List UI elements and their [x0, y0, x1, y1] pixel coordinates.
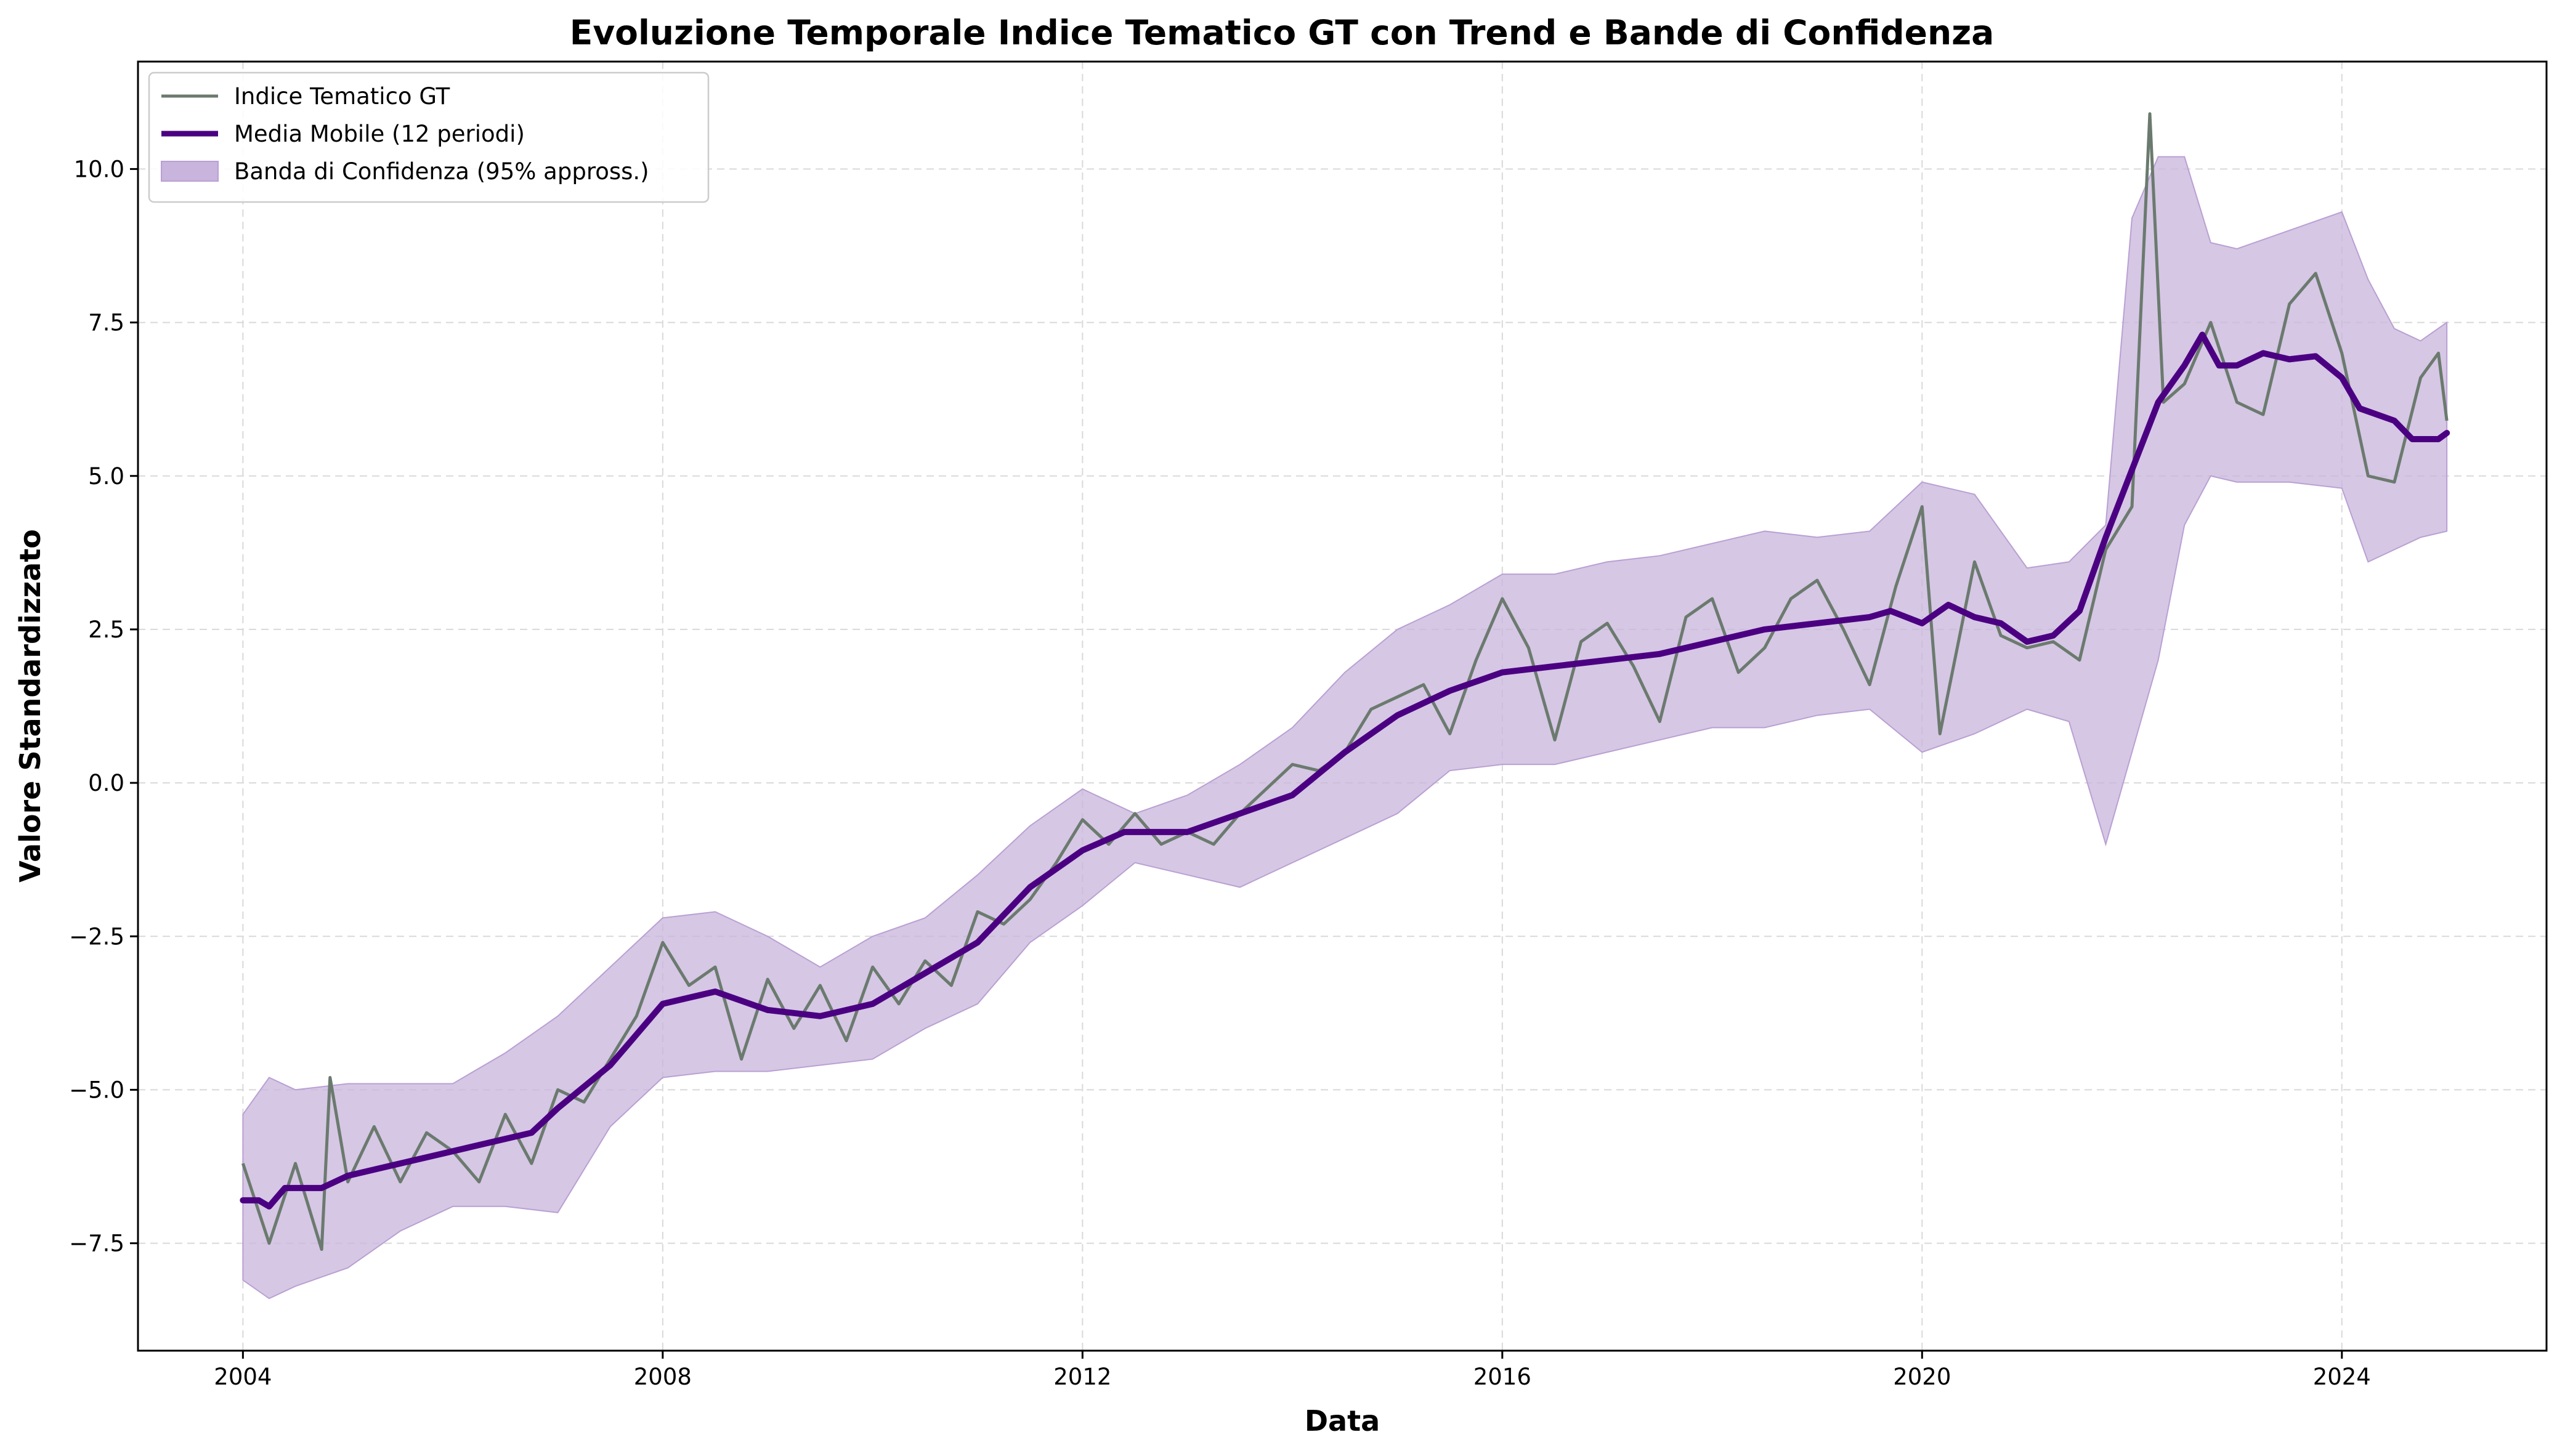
series-lines [240, 112, 2450, 1252]
y-tick-label: −7.5 [69, 1231, 124, 1257]
x-axis: 2004 2008 2012 2016 2020 2024 [214, 1351, 2371, 1390]
legend-label-moving-average: Media Mobile (12 periodi) [234, 121, 525, 147]
y-axis: −7.5 −5.0 −2.5 0.0 2.5 5.0 7.5 10.0 [69, 156, 138, 1257]
legend: Indice Tematico GT Media Mobile (12 peri… [148, 71, 710, 203]
y-tick-label: 7.5 [88, 310, 124, 336]
x-tick-label: 2024 [2313, 1364, 2371, 1390]
legend-label-index: Indice Tematico GT [234, 83, 450, 110]
legend-box [148, 71, 710, 203]
y-tick-label: −5.0 [69, 1077, 124, 1103]
y-tick-label: 5.0 [88, 463, 124, 490]
y-tick-label: 2.5 [88, 617, 124, 643]
plot-frame [137, 60, 2548, 1352]
y-tick-label: 0.0 [88, 770, 124, 796]
moving-average-line [240, 331, 2450, 1210]
x-tick-label: 2012 [1053, 1364, 1111, 1390]
y-tick-label: 10.0 [74, 156, 124, 182]
chart-title: Evoluzione Temporale Indice Tematico GT … [570, 13, 1994, 52]
x-tick-label: 2016 [1473, 1364, 1531, 1390]
y-axis-title: Valore Standardizzato [14, 529, 47, 883]
x-axis-title: Data [1305, 1404, 1380, 1438]
x-tick-label: 2008 [634, 1364, 692, 1390]
x-tick-label: 2004 [214, 1364, 272, 1390]
legend-label-band: Banda di Confidenza (95% appross.) [234, 158, 649, 185]
index-line [241, 112, 2449, 1252]
legend-swatch-band [161, 161, 219, 182]
x-tick-label: 2020 [1893, 1364, 1951, 1390]
y-tick-label: −2.5 [69, 923, 124, 950]
plot-area [137, 60, 2548, 1352]
